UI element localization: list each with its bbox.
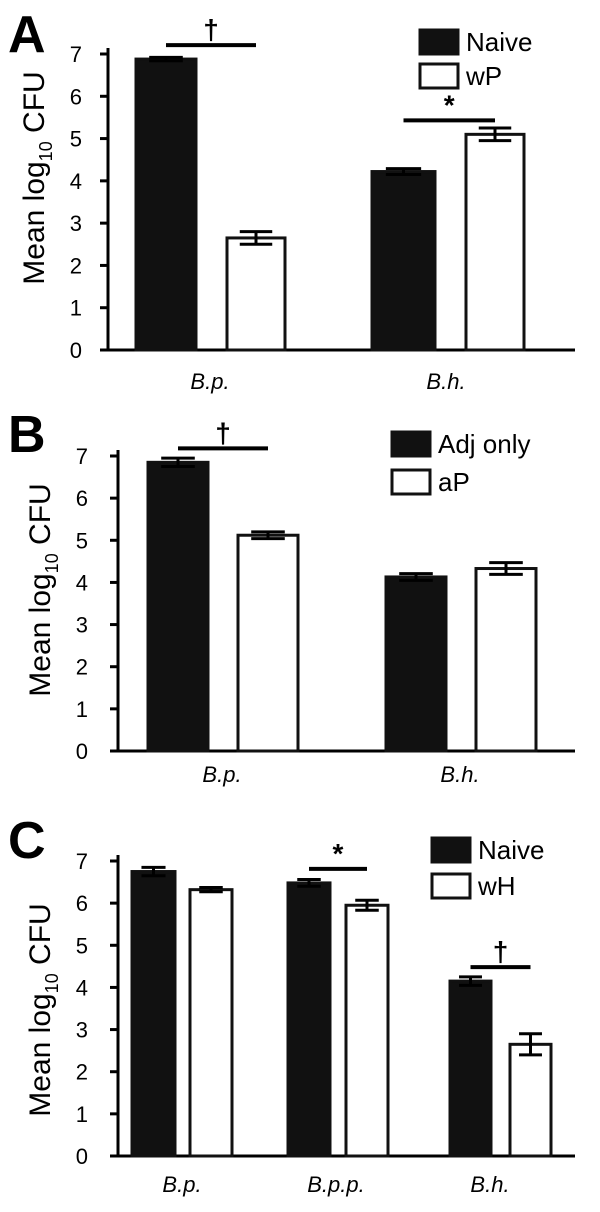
legend-label-ap: aP (438, 467, 470, 497)
y-tick-label: 7 (76, 849, 88, 874)
y-tick-label: 3 (76, 613, 88, 638)
y-tick-label: 2 (76, 655, 88, 680)
legend-label-naive: Naive (466, 27, 532, 57)
legend-label-naive: Naive (478, 835, 544, 865)
panel-letter-a: A (8, 6, 46, 64)
significance-marker: * (333, 838, 344, 869)
bar (474, 567, 538, 753)
bar (188, 888, 234, 1158)
significance-marker: † (493, 936, 509, 967)
bar (448, 979, 493, 1158)
y-tick-label: 0 (70, 338, 82, 363)
chart-marks: 0 1 2 3 4 5 6 7 † * 0 1 2 3 4 5 6 7 † 0 1 2 3 4 5 6 7 * † (70, 14, 575, 1169)
y-tick-label: 5 (76, 933, 88, 958)
y-tick-label: 7 (76, 444, 88, 469)
bar (286, 881, 332, 1158)
bar (146, 460, 210, 753)
x-category-label: B.p. (190, 369, 229, 394)
legend-swatch-adj-only (390, 430, 432, 458)
bar (130, 870, 177, 1158)
y-tick-label: 6 (70, 84, 82, 109)
legend-swatch-naive (430, 836, 472, 864)
legend-swatch-wh (430, 872, 472, 900)
significance-marker: † (215, 417, 231, 448)
bar (344, 903, 390, 1158)
bar (508, 1042, 553, 1158)
legend-label-wp: wP (465, 61, 502, 91)
significance-marker: † (203, 14, 219, 45)
legend-label-adj-only: Adj only (438, 429, 531, 459)
legend-swatch-wp (418, 62, 460, 90)
x-category-label: B.p. (202, 762, 241, 787)
panel-letter-b: B (8, 406, 46, 464)
y-tick-label: 4 (76, 570, 88, 595)
legend-swatch-ap (390, 468, 432, 496)
y-tick-label: 0 (76, 1144, 88, 1169)
x-category-label: B.h. (440, 762, 479, 787)
y-tick-label: 5 (76, 528, 88, 553)
x-category-label: B.h. (426, 369, 465, 394)
y-tick-label: 7 (70, 42, 82, 67)
y-tick-label: 1 (70, 296, 82, 321)
x-category-label: B.h. (470, 1172, 509, 1197)
bar (236, 533, 300, 753)
y-tick-label: 3 (76, 1018, 88, 1043)
legend-swatch-naive (418, 28, 460, 56)
y-tick-label: 6 (76, 486, 88, 511)
panel-letter-c: C (8, 812, 46, 870)
y-tick-label: 0 (76, 739, 88, 764)
y-axis-label-c: Mean log10 CFU (24, 903, 62, 1116)
y-axis-label-b: Mean log10 CFU (24, 483, 62, 696)
y-tick-label: 3 (70, 211, 82, 236)
significance-marker: * (444, 89, 455, 120)
y-tick-label: 2 (76, 1060, 88, 1085)
x-category-label: B.p. (162, 1172, 201, 1197)
bar (225, 236, 287, 352)
y-tick-label: 4 (70, 169, 82, 194)
y-axis-label-a: Mean log10 CFU (18, 71, 56, 284)
x-category-label: B.p.p. (307, 1172, 364, 1197)
y-tick-label: 6 (76, 891, 88, 916)
bar (384, 575, 448, 753)
bar (464, 132, 526, 352)
y-tick-label: 2 (70, 253, 82, 278)
bar (370, 170, 437, 352)
legend-label-wh: wH (477, 871, 516, 901)
y-tick-label: 1 (76, 697, 88, 722)
bar (134, 57, 198, 352)
y-tick-label: 4 (76, 975, 88, 1000)
y-tick-label: 1 (76, 1102, 88, 1127)
y-tick-label: 5 (70, 127, 82, 152)
